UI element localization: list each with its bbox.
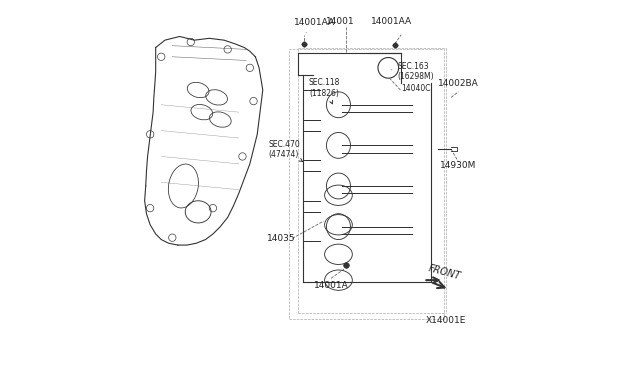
- Text: 14001A: 14001A: [314, 280, 348, 289]
- Text: 14002BA: 14002BA: [438, 79, 479, 88]
- Text: X14001E: X14001E: [426, 315, 466, 325]
- Text: SEC.118
(11826): SEC.118 (11826): [309, 78, 340, 104]
- Text: 14035: 14035: [267, 234, 296, 243]
- Text: 14001AA: 14001AA: [371, 16, 413, 26]
- Text: 14001AA: 14001AA: [294, 18, 335, 33]
- Text: SEC.470
(47474): SEC.470 (47474): [268, 140, 303, 162]
- Text: 14930M: 14930M: [440, 161, 477, 170]
- Text: FRONT: FRONT: [427, 263, 462, 281]
- Text: 14040C: 14040C: [401, 84, 431, 93]
- Text: SEC.163
(16298M): SEC.163 (16298M): [391, 61, 434, 81]
- Text: 14001: 14001: [326, 16, 355, 26]
